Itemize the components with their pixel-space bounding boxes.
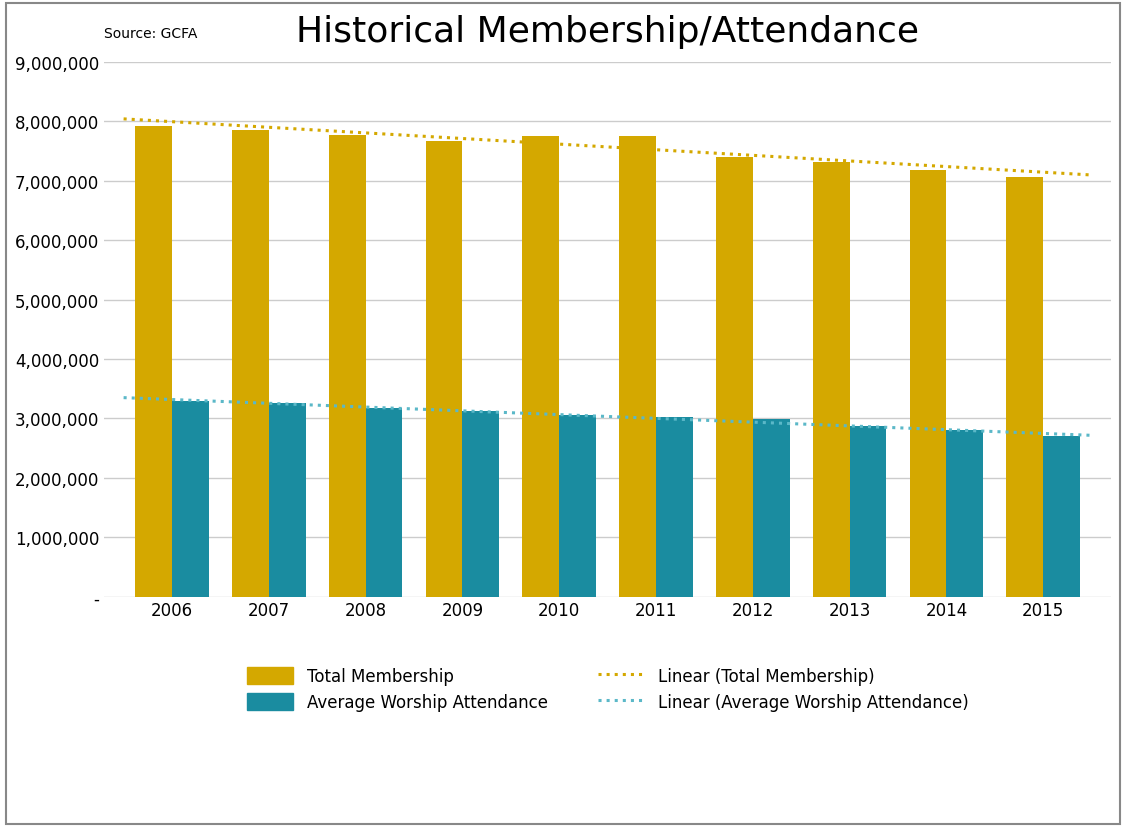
- Title: Historical Membership/Attendance: Historical Membership/Attendance: [296, 15, 919, 49]
- Linear (Average Worship Attendance): [709, 416, 723, 426]
- Bar: [232, 131, 269, 597]
- Bar: [656, 417, 692, 597]
- Line: Linear (Average Worship Attendance): Linear (Average Worship Attendance): [124, 398, 1091, 436]
- Linear (Average Worship Attendance): [117, 393, 131, 403]
- Linear (Average Worship Attendance): [690, 416, 704, 426]
- Bar: [366, 408, 402, 597]
- Bar: [269, 403, 305, 597]
- Bar: [135, 127, 172, 597]
- Linear (Average Worship Attendance): [932, 425, 946, 435]
- Bar: [329, 136, 366, 597]
- Linear (Average Worship Attendance): [1084, 431, 1098, 440]
- Linear (Total Membership): [117, 115, 131, 125]
- Bar: [619, 137, 656, 597]
- Linear (Total Membership): [994, 166, 1008, 176]
- Bar: [716, 158, 753, 597]
- Bar: [850, 426, 886, 597]
- Linear (Total Membership): [120, 115, 134, 125]
- Linear (Average Worship Attendance): [120, 393, 134, 403]
- Legend: Total Membership, Average Worship Attendance, Linear (Total Membership), Linear : Total Membership, Average Worship Attend…: [239, 658, 977, 720]
- Linear (Total Membership): [932, 162, 946, 172]
- Linear (Average Worship Attendance): [994, 427, 1008, 437]
- Line: Linear (Total Membership): Linear (Total Membership): [124, 120, 1091, 176]
- Bar: [463, 411, 499, 597]
- Bar: [172, 402, 208, 597]
- Bar: [560, 416, 596, 597]
- Linear (Total Membership): [1084, 171, 1098, 181]
- Linear (Total Membership): [694, 148, 707, 158]
- Bar: [1007, 177, 1043, 597]
- Linear (Average Worship Attendance): [694, 416, 707, 426]
- Linear (Total Membership): [709, 149, 723, 159]
- Bar: [1043, 436, 1080, 597]
- Text: Source: GCFA: Source: GCFA: [105, 27, 197, 41]
- Bar: [910, 171, 947, 597]
- Bar: [522, 137, 560, 597]
- Bar: [753, 420, 789, 597]
- Bar: [813, 163, 850, 597]
- Bar: [947, 431, 983, 597]
- Bar: [426, 142, 463, 597]
- Linear (Total Membership): [690, 148, 704, 158]
